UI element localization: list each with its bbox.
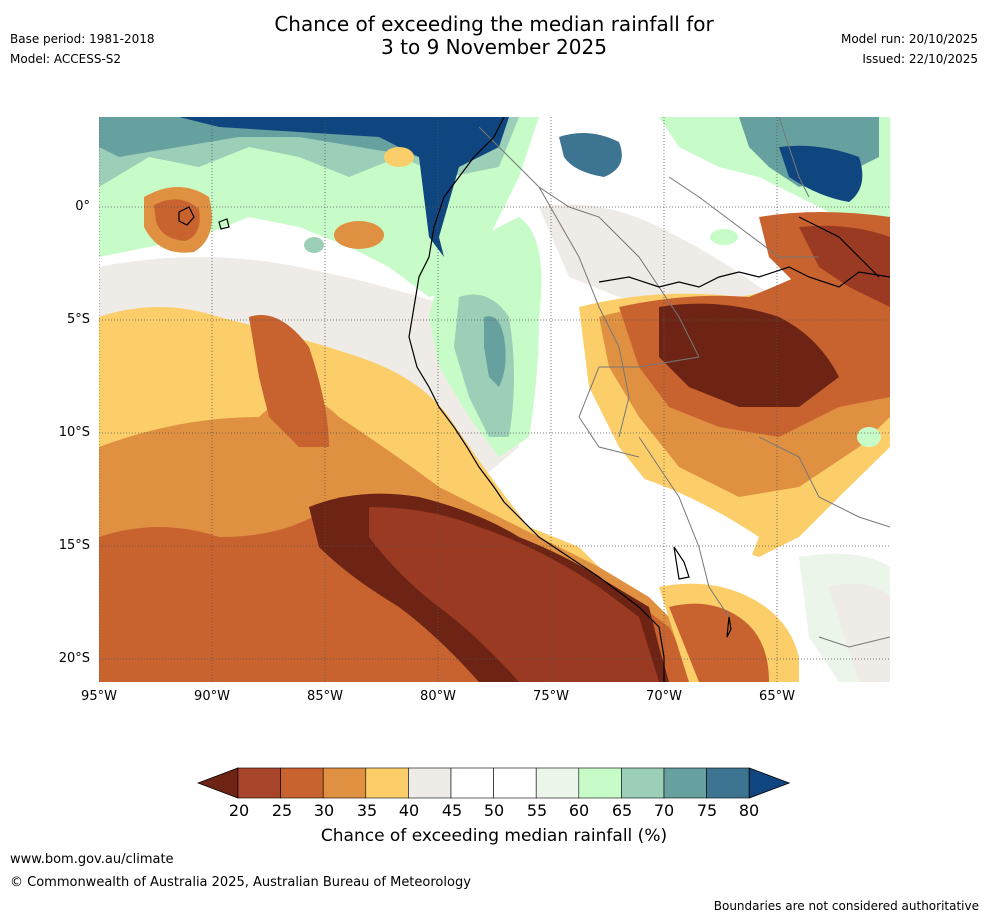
title-line-1: Chance of exceeding the median rainfall … xyxy=(274,12,714,36)
base-period: Base period: 1981-2018 xyxy=(10,32,155,46)
region-blob-ne2 xyxy=(559,133,622,177)
lat-label-20s: 20°S xyxy=(58,651,90,666)
chart-title: Chance of exceeding the median rainfall … xyxy=(0,13,988,59)
lon-label-90w: 90°W xyxy=(194,689,230,704)
cbar-box-9 xyxy=(621,767,665,799)
region-brown-south xyxy=(369,507,659,682)
copyright-notice: © Commonwealth of Australia 2025, Austra… xyxy=(10,875,471,890)
cbar-box-0 xyxy=(237,767,281,799)
region-rust-west xyxy=(249,315,329,447)
lon-label-75w: 75°W xyxy=(533,689,569,704)
lon-label-95w: 95°W xyxy=(81,689,117,704)
cbar-tick-25: 25 xyxy=(271,801,293,820)
model-run: Model run: 20/10/2025 xyxy=(840,32,978,46)
cbar-box-6 xyxy=(493,767,537,799)
lat-label-0: 0° xyxy=(75,199,90,214)
cbar-box-1 xyxy=(280,767,324,799)
region-blue-coast xyxy=(484,316,506,387)
green-blob-2 xyxy=(857,427,881,447)
region-grey-se xyxy=(829,583,890,682)
lon-label-80w: 80°W xyxy=(420,689,456,704)
region-white-south-central xyxy=(529,454,759,597)
region-blue-ne xyxy=(779,145,863,202)
lon-label-65w: 65°W xyxy=(759,689,795,704)
cbar-box-5 xyxy=(450,767,494,799)
country-borders xyxy=(478,117,890,648)
website-link[interactable]: www.bom.gov.au/climate xyxy=(10,852,174,867)
model-name: Model: ACCESS-S2 xyxy=(10,52,122,66)
region-darkblue-north xyxy=(179,117,509,257)
cbar-tick-80: 80 xyxy=(738,801,760,820)
cbar-box-10 xyxy=(663,767,707,799)
colorbar-label: Chance of exceeding median rainfall (%) xyxy=(320,826,668,846)
cbar-tick-60: 60 xyxy=(568,801,590,820)
cbar-tick-30: 30 xyxy=(313,801,335,820)
cbar-tick-70: 70 xyxy=(653,801,675,820)
region-brown-ne xyxy=(799,225,890,307)
region-galapagos-blob2 xyxy=(154,199,200,241)
cbar-box-8 xyxy=(578,767,622,799)
rainfall-map xyxy=(99,117,890,682)
region-brown-east xyxy=(659,303,839,407)
graticule xyxy=(99,117,890,682)
cbar-tick-35: 35 xyxy=(356,801,378,820)
yellow-blob-1 xyxy=(334,221,384,249)
cbar-box-2 xyxy=(322,767,367,799)
meta-right: Model run: 20/10/2025 Issued: 22/10/2025 xyxy=(841,32,978,66)
cbar-tick-40: 40 xyxy=(398,801,420,820)
cbar-box-7 xyxy=(535,767,580,799)
cbar-tick-50: 50 xyxy=(483,801,505,820)
region-orange-south-central xyxy=(669,603,769,682)
cbar-box-3 xyxy=(365,767,409,799)
coastline xyxy=(178,117,890,682)
cbar-tick-45: 45 xyxy=(441,801,463,820)
yellow-blob-2 xyxy=(384,147,414,167)
cbar-arrow-under xyxy=(197,767,239,799)
cbar-tick-65: 65 xyxy=(611,801,633,820)
meta-left: Base period: 1981-2018 Model: ACCESS-S2 xyxy=(10,32,155,66)
issued-date: Issued: 22/10/2025 xyxy=(862,52,978,66)
cbar-tick-75: 75 xyxy=(696,801,718,820)
cbar-box-11 xyxy=(706,767,750,799)
title-line-2: 3 to 9 November 2025 xyxy=(381,35,607,59)
lat-label-5s: 5°S xyxy=(66,312,90,327)
colorbar xyxy=(197,767,791,799)
lat-label-10s: 10°S xyxy=(58,425,90,440)
lat-label-15s: 15°S xyxy=(58,538,90,553)
cbar-box-4 xyxy=(408,767,452,799)
lon-label-70w: 70°W xyxy=(646,689,682,704)
cbar-tick-20: 20 xyxy=(228,801,250,820)
boundary-disclaimer: Boundaries are not considered authoritat… xyxy=(713,899,979,913)
green-blob-3 xyxy=(710,229,738,245)
cbar-arrow-over xyxy=(748,767,791,799)
cbar-tick-55: 55 xyxy=(526,801,548,820)
lon-label-85w: 85°W xyxy=(307,689,343,704)
green-blob-1 xyxy=(304,237,324,253)
